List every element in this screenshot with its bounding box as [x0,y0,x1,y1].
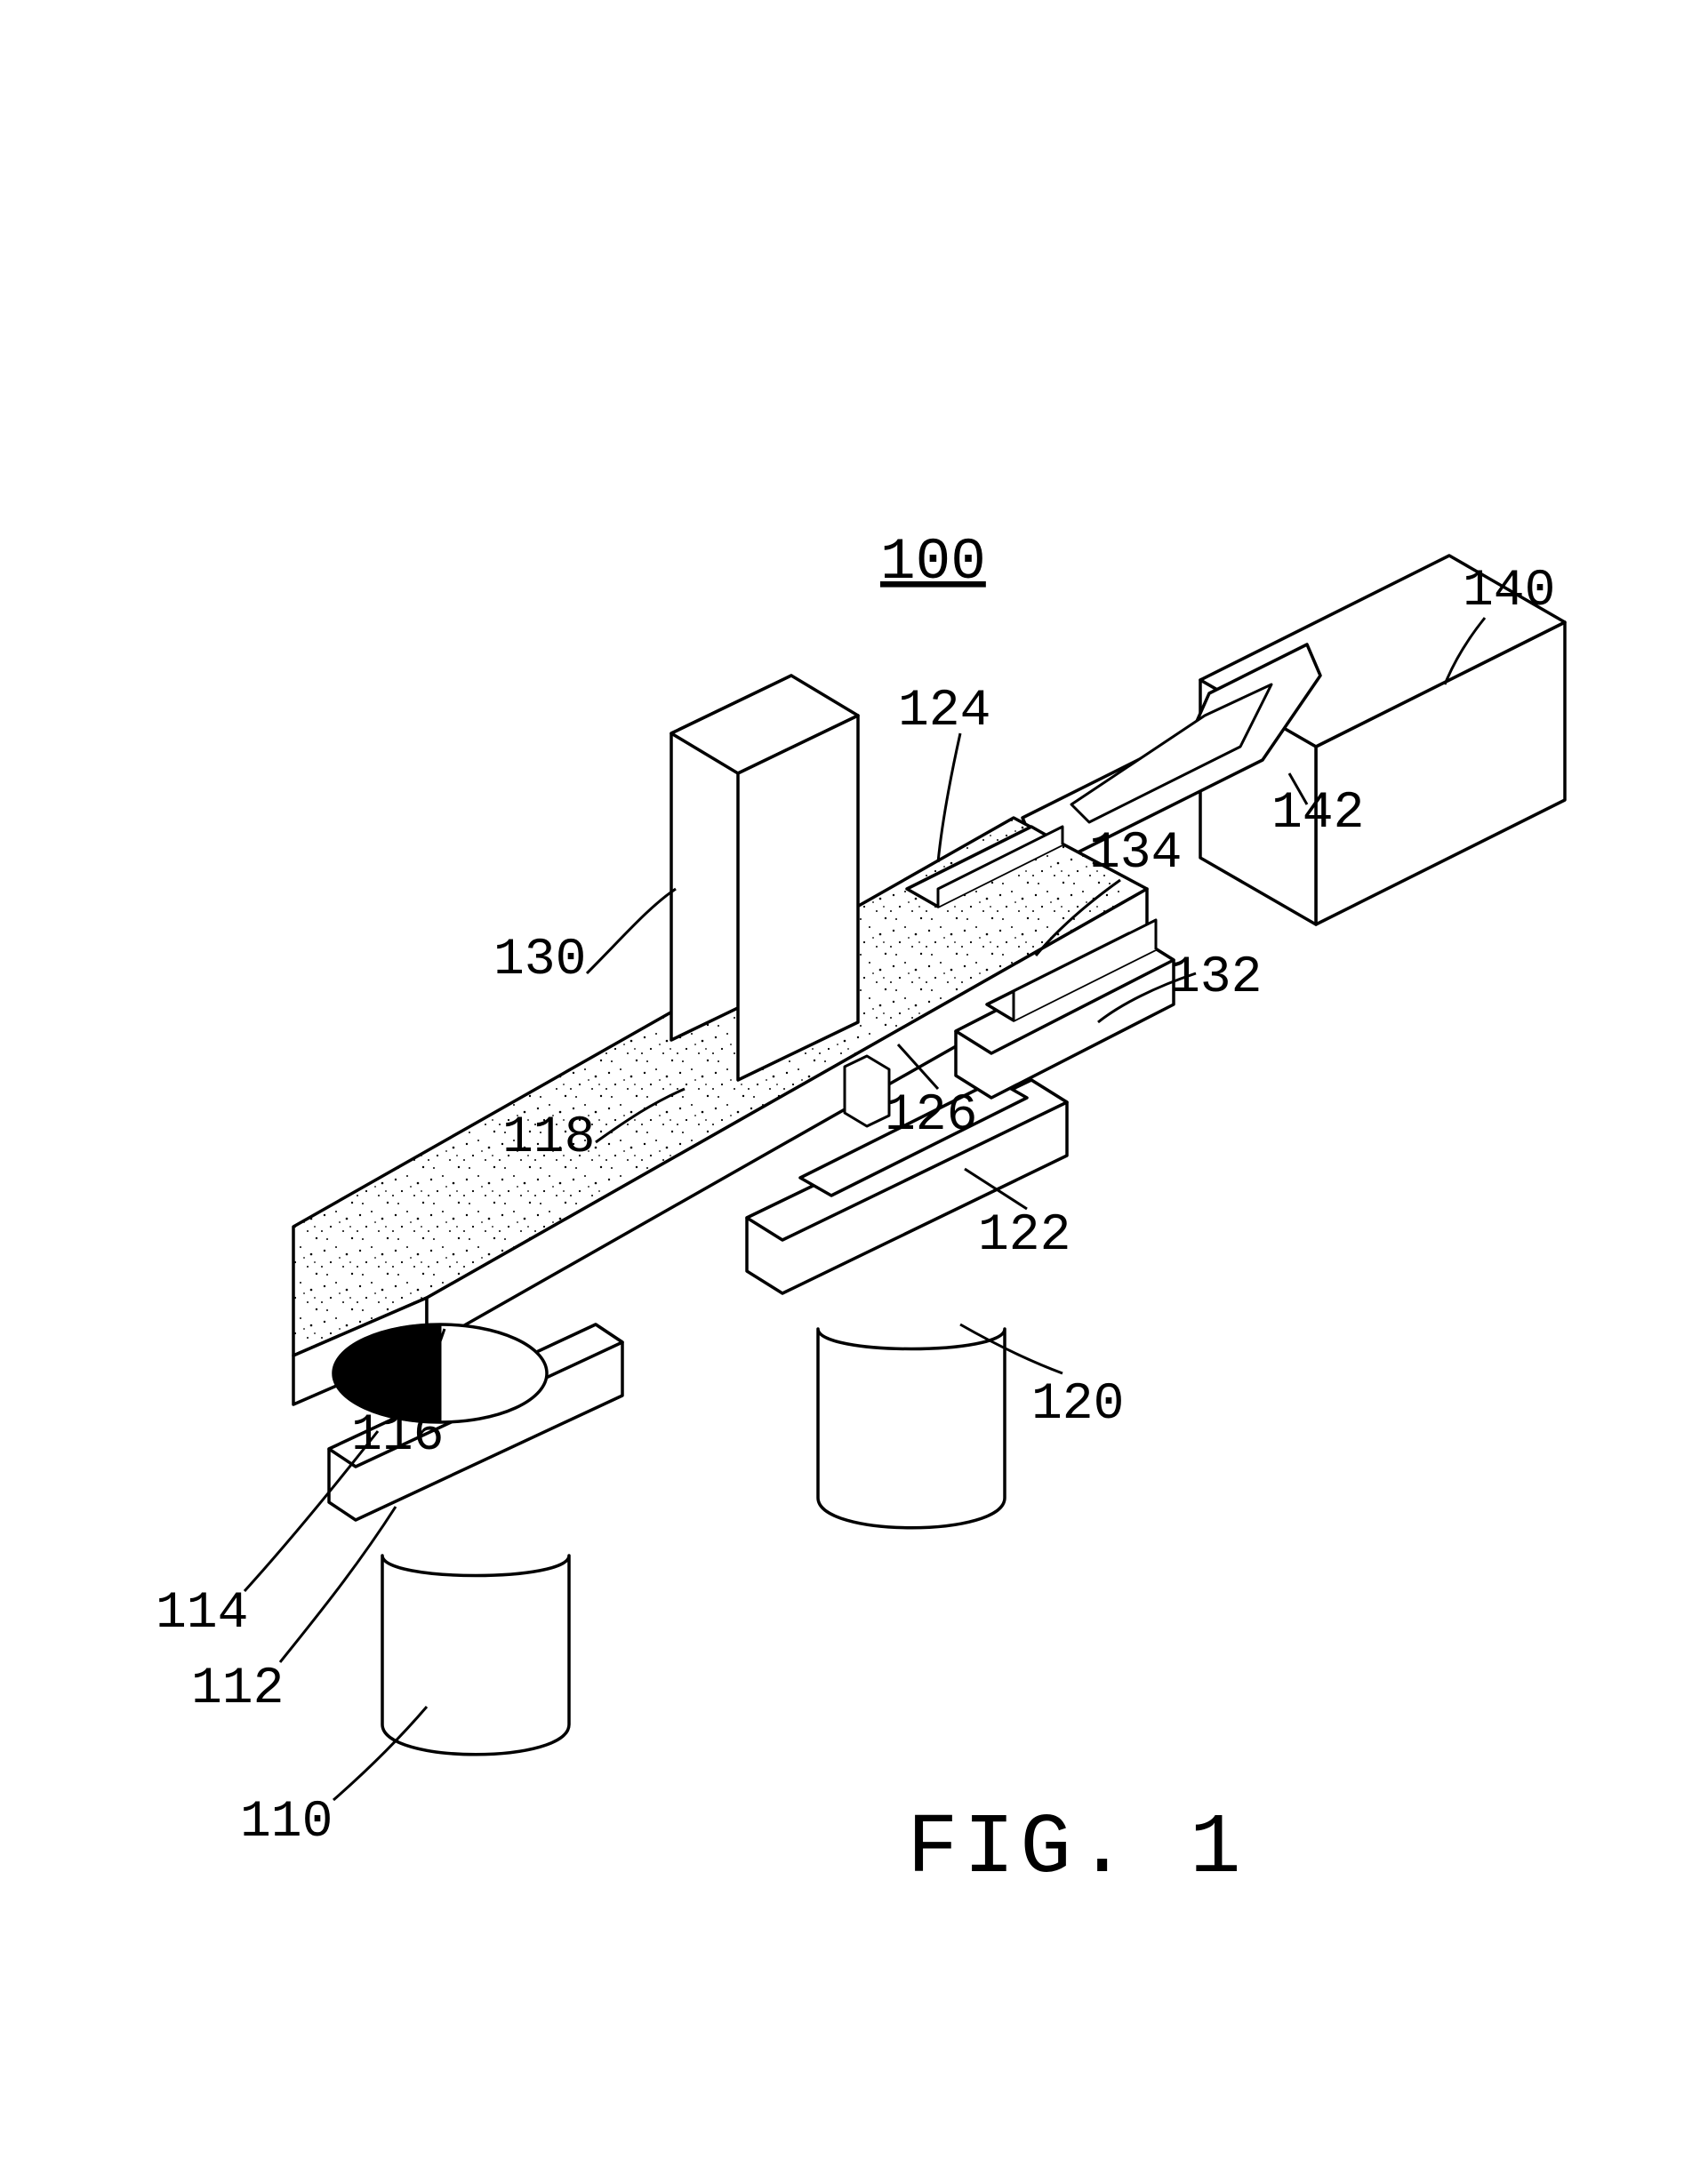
label-126: 126 [885,1087,977,1145]
label-118: 118 [502,1109,595,1167]
label-120: 120 [1031,1376,1124,1434]
label-112: 112 [191,1660,284,1718]
label-134: 134 [1089,825,1182,883]
label-142: 142 [1271,785,1364,843]
label-116: 116 [351,1407,444,1465]
slot-126 [845,1056,889,1126]
block-130 [671,676,858,1080]
leader-130 [587,889,676,973]
figure-caption: FIG. 1 [907,1800,1247,1897]
label-132: 132 [1169,949,1262,1007]
label-114: 114 [156,1585,248,1643]
label-124: 124 [898,683,990,740]
figure-title: 100 [880,529,986,596]
label-122: 122 [978,1207,1071,1265]
figure-1: FIG. 1 100 130 118 116 114 112 110 124 126 122 12… [0,0,1700,2184]
leader-110 [333,1707,427,1800]
label-110: 110 [240,1794,333,1852]
label-140: 140 [1463,563,1555,620]
leader-124 [938,733,960,862]
label-130: 130 [493,932,586,989]
